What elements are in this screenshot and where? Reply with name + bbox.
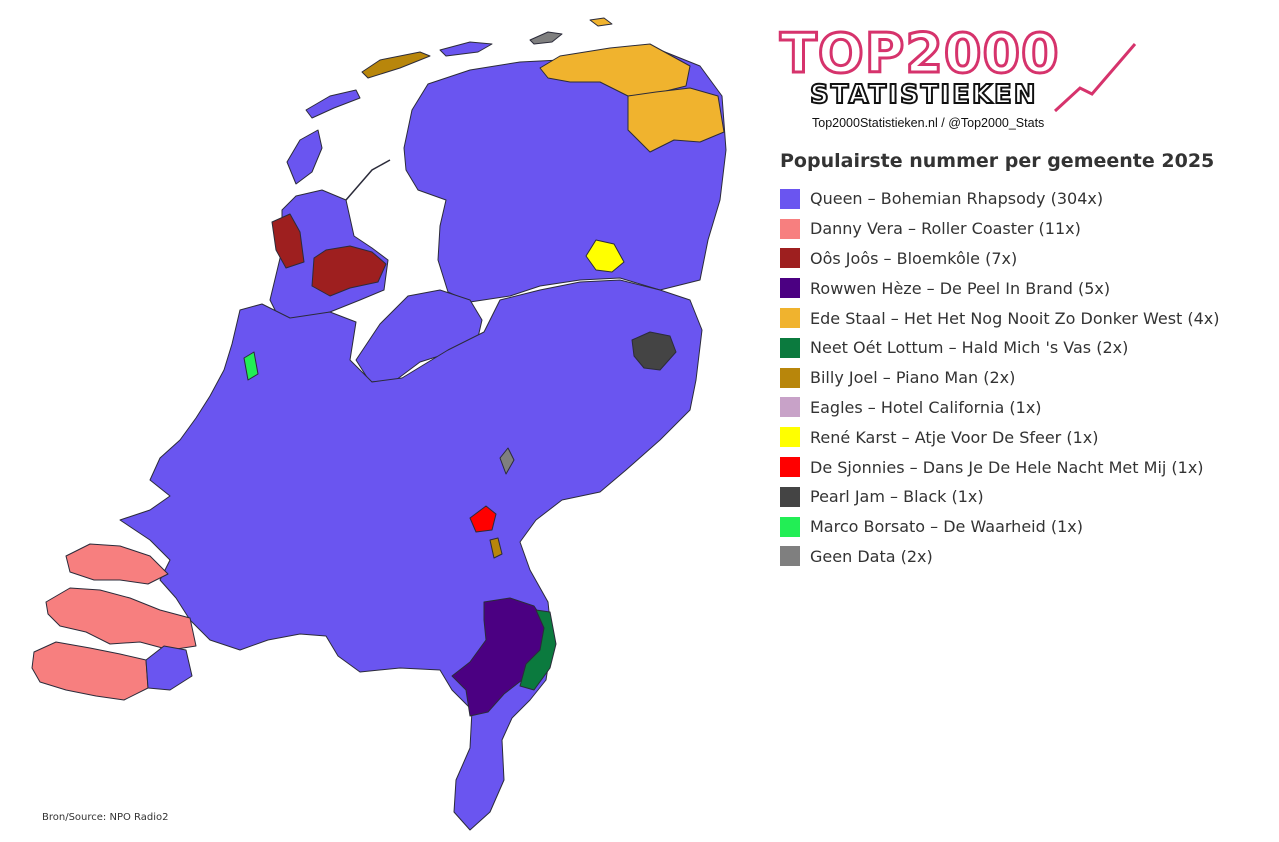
legend-item: Billy Joel – Piano Man (2x) — [780, 363, 1220, 393]
region-zeeland-south — [31, 641, 149, 701]
legend-label: Billy Joel – Piano Man (2x) — [810, 368, 1016, 388]
legend: Queen – Bohemian Rhapsody (304x) Danny Ve… — [780, 184, 1220, 571]
legend-label: Pearl Jam – Black (1x) — [810, 487, 984, 507]
legend-swatch — [780, 486, 800, 507]
legend-item: Pearl Jam – Black (1x) — [780, 482, 1220, 512]
island-ameland — [439, 41, 493, 57]
legend-item: Ede Staal – Het Het Nog Nooit Zo Donker … — [780, 303, 1220, 333]
region-marco-borsato — [243, 351, 259, 381]
legend-swatch — [780, 188, 800, 209]
legend-swatch — [780, 248, 800, 269]
legend-swatch — [780, 457, 800, 478]
legend-item: Oôs Joôs – Bloemkôle (7x) — [780, 244, 1220, 274]
logo-subtitle: STATISTIEKEN — [809, 79, 1038, 111]
legend-swatch — [780, 516, 800, 537]
region-oos-joos-east — [311, 245, 387, 297]
legend-swatch — [780, 546, 800, 567]
legend-swatch — [780, 367, 800, 388]
island-vlieland — [305, 89, 361, 119]
region-billy-joel — [489, 537, 503, 559]
legend-label: Geen Data (2x) — [810, 546, 933, 566]
region-mainland — [119, 279, 703, 831]
trend-arrow-icon — [1053, 43, 1137, 113]
legend-swatch — [780, 397, 800, 418]
island-terschelling — [361, 51, 431, 79]
legend-swatch — [780, 308, 800, 329]
region-geen-data — [499, 447, 515, 475]
legend-label: Eagles – Hotel California (1x) — [810, 397, 1042, 417]
region-rene-karst — [585, 239, 625, 273]
legend-item: De Sjonnies – Dans Je De Hele Nacht Met … — [780, 452, 1220, 482]
logo-title: TOP2000 — [779, 22, 1061, 85]
island-schiermonnikoog — [529, 31, 563, 45]
legend-item: Queen – Bohemian Rhapsody (304x) — [780, 184, 1220, 214]
region-zeeland-middle — [45, 587, 197, 651]
legend-label: De Sjonnies – Dans Je De Hele Nacht Met … — [810, 457, 1204, 477]
region-zeeland-north — [65, 543, 169, 585]
legend-swatch — [780, 427, 800, 448]
legend-item: René Karst – Atje Voor De Sfeer (1x) — [780, 422, 1220, 452]
legend-swatch — [780, 278, 800, 299]
logo-url: Top2000Statistieken.nl / @Top2000_Stats — [812, 116, 1045, 130]
legend-item: Neet Oét Lottum – Hald Mich 's Vas (2x) — [780, 333, 1220, 363]
top2000-logo: TOP2000 STATISTIEKEN Top2000Statistieken… — [779, 22, 1140, 134]
legend-swatch — [780, 337, 800, 358]
netherlands-municipality-map — [31, 17, 727, 831]
region-pearl-jam — [631, 331, 677, 371]
region-zeeuws-vlaanderen-east — [145, 645, 193, 691]
legend-item: Eagles – Hotel California (1x) — [780, 393, 1220, 423]
legend-item: Geen Data (2x) — [780, 542, 1220, 572]
island-rottumeroog — [589, 17, 613, 27]
legend-label: Neet Oét Lottum – Hald Mich 's Vas (2x) — [810, 338, 1129, 358]
region-neet-oet-lottum — [519, 609, 557, 691]
afsluitdijk — [345, 159, 391, 201]
region-oos-joos-west — [271, 213, 305, 269]
region-de-sjonnies — [469, 505, 497, 533]
legend-item: Rowwen Hèze – De Peel In Brand (5x) — [780, 273, 1220, 303]
legend-label: Queen – Bohemian Rhapsody (304x) — [810, 189, 1104, 209]
legend-item: Danny Vera – Roller Coaster (11x) — [780, 214, 1220, 244]
legend-title: Populairste nummer per gemeente 2025 — [780, 150, 1215, 172]
legend-label: Danny Vera – Roller Coaster (11x) — [810, 219, 1081, 239]
legend-label: René Karst – Atje Voor De Sfeer (1x) — [810, 427, 1099, 447]
legend-item: Marco Borsato – De Waarheid (1x) — [780, 512, 1220, 542]
legend-label: Ede Staal – Het Het Nog Nooit Zo Donker … — [810, 308, 1220, 328]
island-texel — [286, 129, 323, 185]
legend-label: Rowwen Hèze – De Peel In Brand (5x) — [810, 278, 1111, 298]
legend-label: Marco Borsato – De Waarheid (1x) — [810, 517, 1083, 537]
source-note: Bron/Source: NPO Radio2 — [42, 812, 169, 823]
legend-swatch — [780, 218, 800, 239]
region-ede-staal-south — [627, 87, 725, 153]
legend-label: Oôs Joôs – Bloemkôle (7x) — [810, 248, 1018, 268]
